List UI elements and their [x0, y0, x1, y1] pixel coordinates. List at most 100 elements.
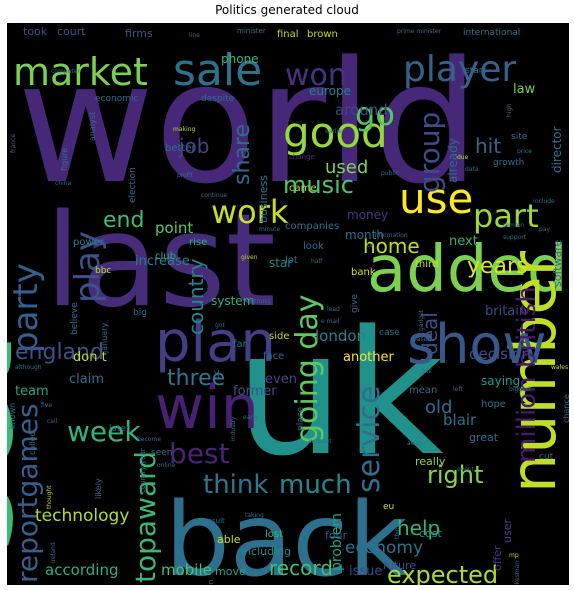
word-end: end [103, 208, 144, 233]
word-lost: lost [265, 529, 283, 540]
word-title: title [269, 542, 281, 549]
word-record: record [269, 556, 333, 580]
word-point: point [155, 219, 193, 237]
word-set: set [7, 339, 45, 553]
word-e-mail: e mail [321, 318, 340, 325]
word-face: face [263, 351, 284, 362]
word-user: user [501, 519, 514, 543]
word-month: month [345, 228, 384, 242]
word-believe: believe [70, 302, 80, 335]
word-right: right [427, 461, 483, 489]
word-uk: uk [235, 293, 444, 494]
word-rise: rise [189, 237, 207, 248]
word-election: election [128, 167, 138, 203]
word-remain: remain [503, 222, 524, 229]
word-topaward: topaward [129, 451, 162, 583]
word-pc: pc [212, 370, 221, 379]
word-site: site [511, 132, 528, 142]
word-support: support [503, 234, 527, 241]
word-information: information [373, 232, 408, 239]
word-don-t: don t [73, 350, 107, 365]
word-club: club [155, 251, 176, 262]
word-france: france [10, 134, 17, 153]
word-prime-minister: prime minister [397, 28, 442, 35]
word-mean: mean [409, 385, 437, 396]
word-pay: pay [539, 226, 550, 233]
word-figure: figure [60, 148, 69, 171]
word-part: part [473, 197, 539, 235]
word-use: use [399, 174, 473, 223]
word-minister: minister [237, 27, 266, 35]
word-third: third [415, 259, 438, 270]
word-country-year: country year [139, 448, 147, 493]
word-based: based [413, 336, 431, 343]
word-away: away [407, 440, 423, 447]
word-star: star [269, 256, 292, 270]
word-continue: continue [201, 192, 227, 199]
word-number: number [497, 251, 569, 493]
word-play: play [68, 231, 108, 303]
word-bank: bank [351, 267, 376, 278]
word-million-british: million british [512, 286, 542, 463]
word-three: three [167, 366, 225, 391]
word-including: including [241, 545, 291, 558]
word-mobile: mobile [161, 561, 212, 579]
word-last: last [45, 187, 276, 336]
word-saying: saying [481, 374, 520, 388]
word-former: former [233, 384, 277, 399]
word-price: price [517, 148, 532, 155]
word-home: home [363, 234, 420, 258]
word-week: week [67, 415, 141, 448]
word-player: player [403, 49, 516, 90]
word-phone: phone [221, 52, 259, 66]
word-plan: plan [155, 310, 276, 375]
word-think: think [203, 470, 268, 500]
word-seen: seen [151, 448, 172, 458]
word-far: far [233, 339, 248, 350]
word-power: power [73, 237, 105, 248]
word-country: country [184, 258, 208, 335]
word-despite: despite [201, 94, 235, 104]
word-wales: wales [551, 364, 568, 371]
word-according: according [45, 561, 118, 579]
word-bbc: bbc [95, 266, 111, 276]
word-china: china [55, 180, 72, 187]
word-firms: firms [125, 27, 153, 40]
word-minute: minute [259, 226, 280, 233]
word-won: won [285, 58, 347, 93]
word-london: london [315, 327, 366, 345]
word-thing: thing [394, 523, 401, 539]
word-issue: issue [349, 564, 382, 579]
word-blair: blair [443, 411, 477, 429]
word-give: give [350, 293, 360, 313]
word-given: given [241, 254, 258, 261]
word-industry: industry [230, 416, 237, 441]
word-hit: hit [475, 134, 501, 158]
word-show: show [407, 313, 547, 376]
word-really: really [415, 455, 446, 468]
word-court: court [57, 25, 86, 38]
word-got: got [215, 322, 225, 329]
word-ireland: ireland [50, 542, 57, 563]
word-although: although [15, 364, 42, 371]
word-move: move [215, 565, 246, 578]
word-old: old [425, 397, 452, 418]
word-biggest: biggest [509, 386, 532, 393]
word-big: big [133, 308, 147, 318]
word-help: help [397, 516, 440, 540]
word-best: best [169, 437, 230, 470]
word-economy: economy [345, 538, 423, 558]
word-four: four [325, 529, 348, 542]
word-bill: bill [423, 368, 432, 375]
word-claim: claim [69, 372, 104, 387]
word-england: england [15, 340, 104, 365]
word-future: future [383, 559, 416, 572]
word-much: much [279, 470, 352, 500]
word-technology: technology [35, 506, 129, 526]
word-business: business [257, 175, 270, 223]
word-problem: problem [329, 513, 345, 571]
word-five: five [41, 402, 52, 409]
word-strong: strong [251, 298, 270, 305]
chart-title: Politics generated cloud [215, 3, 359, 17]
